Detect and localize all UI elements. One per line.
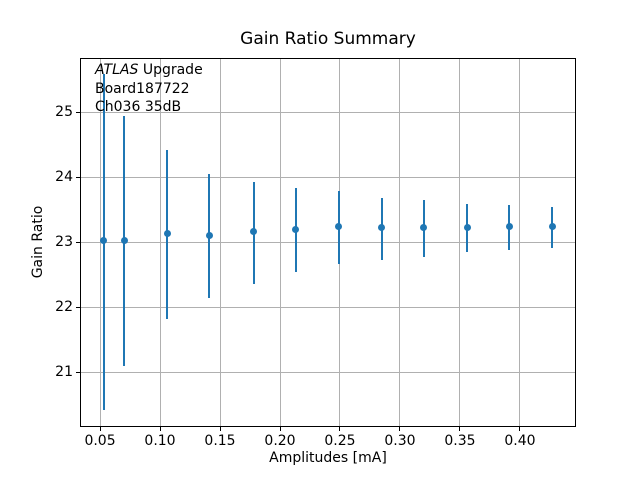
y-tick-mark <box>76 372 80 374</box>
x-tick-mark <box>459 427 461 431</box>
y-gridline <box>81 177 575 179</box>
data-point-marker <box>420 224 428 232</box>
data-point-marker <box>163 230 171 238</box>
x-tick-mark <box>99 427 101 431</box>
data-point-marker <box>250 228 258 236</box>
y-tick-mark <box>76 112 80 114</box>
y-tick-label: 23 <box>55 233 73 250</box>
y-tick-label: 25 <box>55 103 73 120</box>
data-point-marker <box>292 225 300 233</box>
x-tick-label: 0.40 <box>504 433 536 449</box>
data-point-marker <box>378 224 386 232</box>
x-tick-label: 0.20 <box>264 433 296 449</box>
annotation-upgrade: Upgrade <box>138 62 203 78</box>
x-tick-mark <box>339 427 341 431</box>
x-tick-mark <box>219 427 221 431</box>
x-axis-label: Amplitudes [mA] <box>269 450 387 466</box>
data-point-marker <box>505 223 513 231</box>
x-tick-mark <box>279 427 281 431</box>
x-tick-mark <box>519 427 521 431</box>
y-tick-label: 24 <box>55 168 73 185</box>
x-tick-label: 0.35 <box>444 433 476 449</box>
y-tick-mark <box>76 307 80 309</box>
y-tick-mark <box>76 242 80 244</box>
data-point-marker <box>100 237 108 245</box>
data-point-marker <box>548 223 556 231</box>
plot-area <box>80 58 576 427</box>
x-tick-label: 0.05 <box>84 433 116 449</box>
x-tick-mark <box>159 427 161 431</box>
annotation-line-2: Board187722 <box>95 80 190 97</box>
x-tick-label: 0.30 <box>384 433 416 449</box>
data-point-marker <box>120 236 128 244</box>
annotation-block: ATLAS Upgrade Board187722 Ch036 35dB <box>95 61 203 117</box>
annotation-line-3: Ch036 35dB <box>95 99 182 115</box>
y-gridline <box>81 242 575 244</box>
x-tick-label: 0.25 <box>324 433 356 449</box>
annotation-atlas: ATLAS <box>95 62 139 78</box>
x-tick-label: 0.15 <box>204 433 236 449</box>
annotation-line-1: ATLAS Upgrade <box>95 61 203 80</box>
data-point-marker <box>205 231 213 239</box>
y-gridline <box>81 372 575 374</box>
y-gridline <box>81 307 575 309</box>
y-gridline <box>81 112 575 114</box>
y-tick-label: 22 <box>55 298 73 315</box>
data-point-marker <box>335 223 343 231</box>
y-tick-label: 21 <box>55 363 73 380</box>
x-tick-mark <box>399 427 401 431</box>
y-tick-mark <box>76 177 80 179</box>
chart-title: Gain Ratio Summary <box>240 29 416 49</box>
data-point-marker <box>463 223 471 231</box>
x-tick-label: 0.10 <box>144 433 176 449</box>
